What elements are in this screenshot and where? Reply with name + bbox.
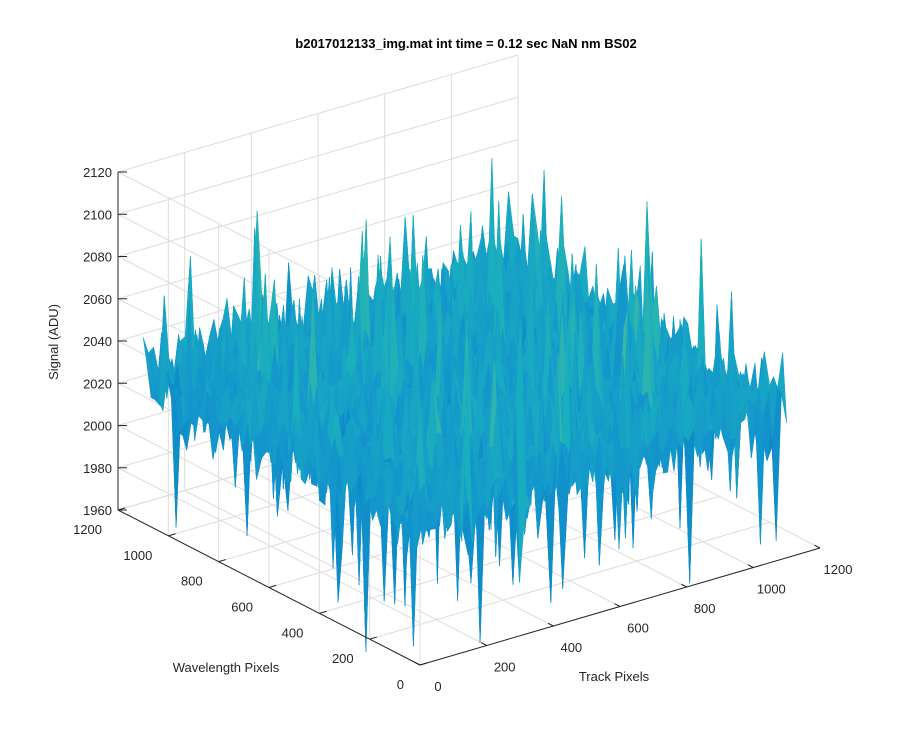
x-tick-600 (614, 603, 621, 607)
y-tick-400 (319, 610, 327, 614)
axes-layer (117, 171, 821, 666)
x-tick-800 (681, 583, 687, 588)
y-tick-label-200: 200 (332, 651, 354, 666)
backwall-grid-z-2080 (117, 139, 519, 257)
sidewall-grid-z-1980 (117, 467, 421, 624)
backwall-grid-z-2120 (117, 54, 519, 173)
y-tick-label-1200: 1200 (73, 522, 102, 537)
backwall-grid-z-2040 (117, 223, 519, 342)
z-tick-label-2040: 2040 (83, 334, 112, 349)
z-tick-label-1960: 1960 (83, 503, 112, 518)
y-tick-label-600: 600 (231, 600, 253, 615)
y-tick-600 (268, 584, 277, 588)
y-tick-label-1000: 1000 (123, 548, 152, 563)
sidewall-grid-z-2000 (117, 425, 421, 581)
y-tick-label-0: 0 (397, 677, 404, 692)
x-tick-label-400: 400 (560, 640, 582, 655)
floor-grid-y-200 (369, 521, 770, 640)
y-tick-1000 (168, 533, 176, 537)
z-tick-label-2020: 2020 (83, 376, 112, 391)
y-tick-label-400: 400 (282, 625, 304, 640)
backwall-grid-z-2100 (117, 96, 519, 215)
surface-plot (142, 158, 787, 652)
y-tick-200 (369, 636, 378, 640)
x-tick-200 (481, 642, 487, 646)
x-tick-0 (414, 661, 421, 666)
y-tick-label-800: 800 (181, 574, 203, 589)
tick-labels: 0 200 400 600 800 1000 1200 0 200 400 600 800 1000 12… (73, 165, 852, 694)
x-tick-400 (547, 622, 554, 627)
y-tick-800 (218, 559, 227, 563)
z-tick-label-2100: 2100 (83, 207, 112, 222)
x-tick-1000 (747, 564, 754, 568)
z-tick-label-2120: 2120 (83, 165, 112, 180)
z-tick-label-2000: 2000 (83, 419, 112, 434)
x-tick-label-200: 200 (494, 660, 516, 675)
z-tick-label-2060: 2060 (83, 292, 112, 307)
x-tick-label-1000: 1000 (757, 582, 786, 597)
backwall-grid-z-2060 (117, 181, 519, 300)
x-tick-label-0: 0 (434, 679, 441, 694)
x-tick-label-1200: 1200 (824, 562, 853, 577)
x-tick-label-800: 800 (694, 601, 716, 616)
x-tick-label-600: 600 (627, 621, 649, 636)
x-tick-1200 (814, 544, 821, 549)
z-tick-label-2080: 2080 (83, 250, 112, 265)
surface-patch (415, 503, 426, 552)
z-tick-label-1980: 1980 (83, 461, 112, 476)
y-tick-0 (419, 662, 428, 666)
